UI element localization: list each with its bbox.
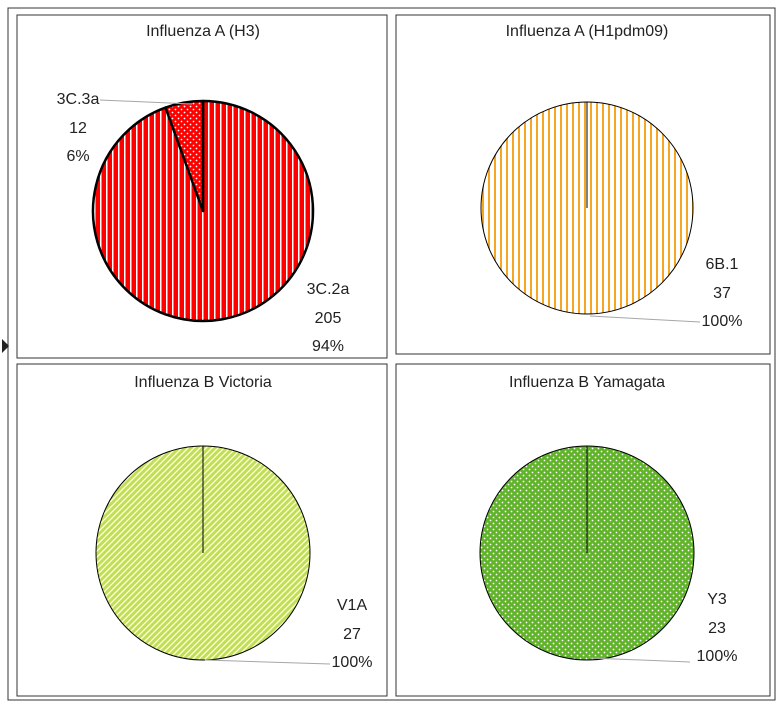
data-label-value: 23	[708, 620, 726, 637]
chart-title: Influenza B Victoria	[134, 374, 272, 391]
data-label-value: 37	[713, 285, 731, 302]
pie-slice	[164, 99, 205, 213]
data-label-name: Y3	[707, 591, 727, 608]
leader-line	[99, 99, 193, 105]
leader-line	[589, 315, 701, 323]
data-label-name: V1A	[337, 597, 368, 614]
arrow-marker	[2, 339, 9, 353]
leader-line	[589, 657, 691, 663]
chart-title: Influenza A (H1pdm09)	[506, 23, 669, 40]
chart-title: Influenza A (H3)	[146, 23, 260, 40]
data-label-value: 205	[315, 310, 342, 327]
chart-title: Influenza B Yamagata	[509, 374, 665, 391]
data-label-name: 3C.2a	[307, 281, 350, 298]
leader-line	[204, 659, 331, 665]
data-label-name: 6B.1	[706, 256, 739, 273]
data-label-percent: 6%	[66, 148, 89, 165]
data-label-value: 27	[343, 626, 361, 643]
data-label-percent: 100%	[702, 313, 743, 330]
data-label-percent: 94%	[312, 338, 344, 355]
data-label-name: 3C.3a	[57, 91, 100, 108]
data-label-percent: 100%	[697, 648, 738, 665]
data-label-percent: 100%	[332, 654, 373, 671]
data-label-value: 12	[69, 120, 87, 137]
